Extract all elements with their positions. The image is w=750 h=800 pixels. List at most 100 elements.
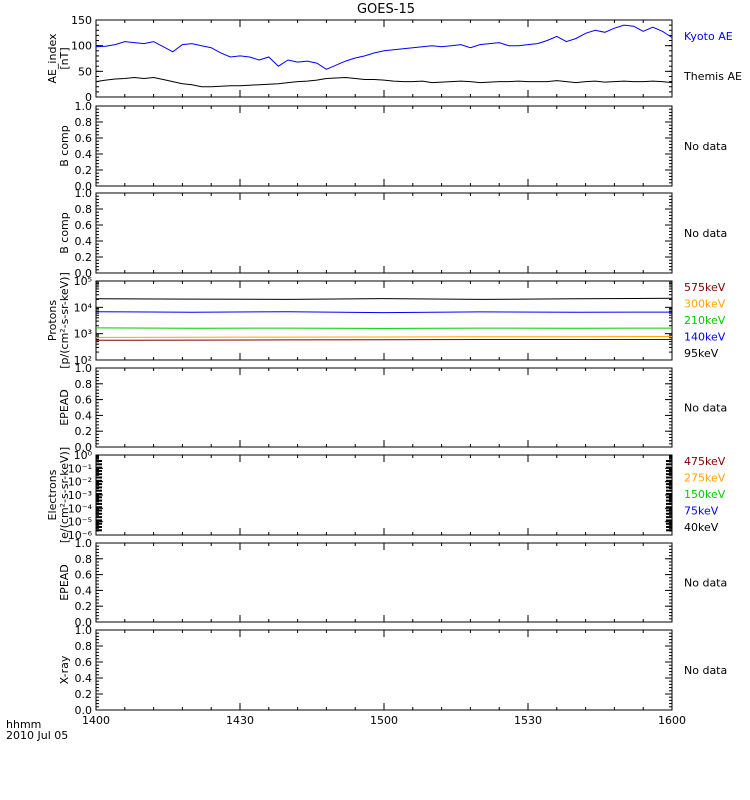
legend-label: 275keV	[684, 472, 726, 485]
plot-frame	[95, 367, 673, 448]
y-tick-label: 0.8	[75, 553, 93, 566]
y-tick-label: 0	[85, 91, 92, 104]
panel-3: 0.0 0.2 0.4 0.6 0.8 1.0 B comp No data	[58, 187, 727, 280]
y-tick-label: 0.8	[75, 378, 93, 391]
y-tick-label: 0.8	[75, 116, 93, 129]
y-tick-label: 0.2	[75, 251, 93, 264]
series-line	[95, 327, 673, 329]
y-tick-label: 100	[71, 40, 92, 53]
legend-label: 210keV	[684, 314, 726, 327]
y-tick-label: 10⁻²	[68, 476, 92, 489]
y-tick-label: 0.6	[75, 219, 93, 232]
x-tick-label: 1530	[514, 714, 542, 727]
y-tick-label: 0.0	[75, 704, 93, 717]
y-tick-label: 1.0	[75, 537, 93, 550]
legend-label: No data	[684, 664, 727, 677]
legend-label: 300keV	[684, 298, 726, 311]
y-axis-label: EPEAD	[58, 564, 71, 601]
legend-label: 40keV	[684, 521, 719, 534]
panel-4: 10² 10³ 10⁴ 10⁵ Protons [p/(cm²-s-sr-keV)] 575…	[46, 272, 726, 369]
footer-date: 2010 Jul 05	[6, 729, 68, 742]
y-axis-label: B comp	[58, 125, 71, 167]
y-tick-label: 150	[71, 14, 92, 27]
y-axis-label: AE_index	[46, 33, 59, 84]
legend-label: Themis AE	[683, 70, 742, 83]
figure-title: GOES-15	[357, 2, 415, 17]
y-axis-label: [nT]	[58, 47, 71, 69]
y-tick-label: 10²	[74, 354, 92, 367]
y-axis-label: EPEAD	[58, 389, 71, 426]
legend-label: 150keV	[684, 488, 726, 501]
y-tick-label: 0.4	[75, 409, 93, 422]
y-tick-label: 10⁻³	[68, 489, 92, 502]
y-axis-label: [e/(cm²-s-sr-keV)]	[58, 447, 71, 543]
x-tick-label: 1600	[658, 714, 686, 727]
series-line	[95, 339, 672, 341]
y-tick-label: 0.2	[75, 688, 93, 701]
y-axis-label: [p/(cm²-s-sr-keV)]	[58, 272, 71, 369]
y-tick-label: 10⁵	[74, 275, 92, 288]
y-tick-label: 10⁴	[74, 301, 93, 314]
y-tick-label: 0.0	[75, 180, 93, 193]
plot-frame	[95, 629, 673, 711]
panel-7: 0.0 0.2 0.4 0.6 0.8 1.0 EPEAD No data	[58, 537, 727, 629]
legend-label: 95keV	[684, 347, 719, 360]
y-tick-label: 0.0	[75, 441, 93, 454]
legend-label: No data	[684, 402, 727, 415]
panel-2: 0.0 0.2 0.4 0.6 0.8 1.0 B comp No data	[58, 100, 727, 193]
plot-frame	[95, 192, 673, 274]
plot-frame	[95, 105, 673, 187]
panel-8: 0.0 0.2 0.4 0.6 0.8 1.0 X-ray No data 1400 1430 15…	[58, 624, 727, 727]
legend-label: 140keV	[684, 331, 726, 344]
y-tick-label: 10⁰	[74, 449, 93, 462]
panels: 0 50 100 150 AE_index [nT] Kyoto AE Themis AE 0.…	[46, 14, 742, 727]
y-tick-label: 1.0	[75, 362, 93, 375]
y-axis-label: Electrons	[46, 469, 59, 520]
y-tick-label: 1.0	[75, 100, 93, 113]
y-tick-label: 0.4	[75, 584, 93, 597]
y-tick-label: 0.2	[75, 600, 93, 613]
series-line	[95, 297, 673, 300]
series-line	[95, 311, 673, 314]
plot-frame	[95, 19, 673, 98]
x-tick-label: 1400	[82, 714, 110, 727]
legend-label: Kyoto AE	[684, 30, 733, 43]
y-tick-label: 0.6	[75, 656, 93, 669]
y-tick-label: 0.0	[75, 616, 93, 629]
x-tick-label: 1500	[370, 714, 398, 727]
legend-label: No data	[684, 577, 727, 590]
y-tick-label: 0.8	[75, 640, 93, 653]
y-tick-label: 0.0	[75, 267, 93, 280]
y-tick-label: 10⁻¹	[68, 462, 92, 475]
legend-label: 475keV	[684, 455, 726, 468]
y-tick-label: 0.6	[75, 394, 93, 407]
x-tick-label: 1430	[226, 714, 254, 727]
series-line	[95, 76, 673, 88]
y-tick-label: 0.6	[75, 132, 93, 145]
y-axis-label: X-ray	[58, 655, 71, 684]
plot-frame	[95, 542, 673, 623]
y-tick-label: 0.6	[75, 569, 93, 582]
y-tick-label: 0.4	[75, 672, 93, 685]
y-tick-label: 0.4	[75, 148, 93, 161]
y-tick-label: 10⁻⁵	[68, 516, 92, 529]
legend-label: 575keV	[684, 281, 726, 294]
y-tick-label: 50	[78, 65, 92, 78]
panel-1: 0 50 100 150 AE_index [nT] Kyoto AE Themis AE	[46, 14, 742, 104]
y-tick-label: 10⁻⁶	[68, 529, 93, 542]
y-tick-label: 1.0	[75, 624, 93, 637]
series-line	[95, 24, 673, 70]
y-tick-label: 10³	[74, 328, 92, 341]
y-axis-label: B comp	[58, 212, 71, 254]
panel-5: 0.0 0.2 0.4 0.6 0.8 1.0 EPEAD No data	[58, 362, 727, 454]
y-axis-label: Protons	[46, 300, 59, 341]
series-line	[95, 336, 673, 338]
legend-label: 75keV	[684, 505, 719, 518]
y-tick-label: 0.8	[75, 203, 93, 216]
y-tick-label: 0.2	[75, 164, 93, 177]
y-tick-label: 0.4	[75, 235, 93, 248]
legend-label: No data	[684, 227, 727, 240]
footer-axis-name: hhmm	[6, 718, 41, 731]
